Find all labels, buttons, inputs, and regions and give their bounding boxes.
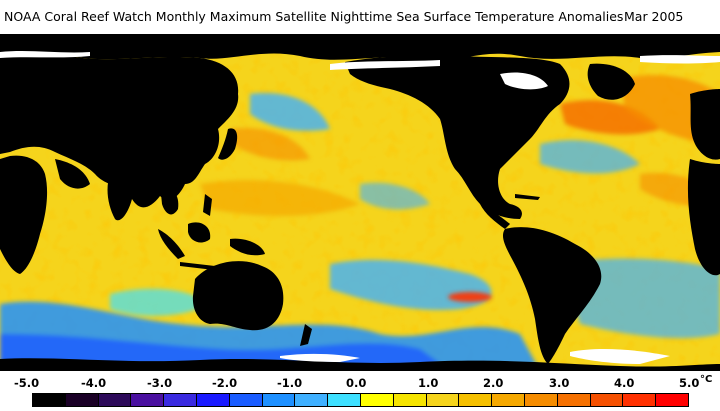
colorbar-swatch <box>523 393 558 407</box>
tropical-pacific-warm <box>200 180 360 216</box>
unit-label: °C <box>700 374 713 385</box>
tick-label: 1.0 <box>418 376 439 390</box>
central-america <box>480 204 510 229</box>
tick-label: 0.0 <box>346 376 367 390</box>
europe <box>690 89 720 160</box>
indochina <box>160 184 179 215</box>
colorbar-swatch <box>458 393 493 407</box>
tick-label: 5.0 <box>679 376 700 390</box>
weddell-ice <box>570 349 670 364</box>
sea-ice <box>0 51 720 364</box>
new-guinea <box>230 238 265 256</box>
colorbar-swatch <box>130 393 165 407</box>
new-zealand <box>300 324 312 346</box>
tick-label: -1.0 <box>277 376 303 390</box>
colorbar-swatch <box>294 393 329 407</box>
title-text: NOAA Coral Reef Watch Monthly Maximum Sa… <box>4 9 624 24</box>
colorbar-swatch <box>195 393 230 407</box>
colorbar-swatch <box>64 393 99 407</box>
colorbar-tick-labels: -5.0 -4.0 -3.0 -2.0 -1.0 0.0 1.0 2.0 3.0… <box>0 374 720 392</box>
north-atlantic-cool-patch <box>540 140 640 174</box>
tick-label: -2.0 <box>212 376 238 390</box>
colorbar-swatch <box>97 393 132 407</box>
japan <box>218 128 238 160</box>
colorbar-swatch <box>425 393 460 407</box>
colorbar-swatch <box>622 393 657 407</box>
arctic-ice-pacific <box>330 60 440 70</box>
indian-ocean-cool-patch <box>110 288 210 316</box>
colorbar-swatch <box>228 393 263 407</box>
colorbar-swatch <box>491 393 525 407</box>
arctic-ice-right <box>640 55 720 64</box>
colorbar-swatch <box>163 393 197 407</box>
arabia <box>55 159 90 189</box>
north-pacific-cool-patch <box>250 93 330 131</box>
africa <box>0 155 48 274</box>
north-america <box>345 55 570 219</box>
map-title: NOAA Coral Reef Watch Monthly Maximum Sa… <box>0 0 720 34</box>
land-masses <box>0 34 720 371</box>
colorbar-swatch <box>261 393 296 407</box>
greenland <box>587 63 635 100</box>
philippines <box>203 194 212 216</box>
colorbar-swatch <box>392 393 427 407</box>
india <box>107 174 133 221</box>
east-pacific-cool-patch <box>360 182 430 210</box>
colorbar-swatch <box>556 393 591 407</box>
title-date: Mar 2005 <box>624 9 684 24</box>
tick-label: 2.0 <box>483 376 504 390</box>
south-america <box>502 227 602 364</box>
south-pacific-hotspot <box>448 292 492 302</box>
colorbar <box>32 393 689 407</box>
tick-label: -3.0 <box>147 376 173 390</box>
africa-east-part <box>687 159 720 276</box>
tick-label: 4.0 <box>614 376 635 390</box>
sst-anomaly-map <box>0 34 720 371</box>
west-pacific-warm <box>230 128 310 161</box>
hudson-ice <box>500 72 548 90</box>
tick-label: 3.0 <box>549 376 570 390</box>
australia <box>192 261 284 331</box>
arctic-ice-left <box>0 51 90 58</box>
java <box>180 262 215 270</box>
sumatra <box>158 229 185 259</box>
ross-ice <box>280 353 360 362</box>
colorbar-swatch <box>589 393 624 407</box>
arctic-land <box>0 34 720 60</box>
cuba <box>515 194 540 200</box>
gulf-stream-warm <box>560 100 660 135</box>
colorbar-swatch <box>32 393 66 407</box>
borneo <box>188 222 211 243</box>
colorbar-swatch <box>655 393 689 407</box>
colorbar-swatch <box>359 393 394 407</box>
colorbar-swatch <box>327 393 361 407</box>
tick-label: -4.0 <box>81 376 107 390</box>
antarctica <box>0 358 720 371</box>
eurasia <box>0 54 239 208</box>
tick-label: -5.0 <box>14 376 40 390</box>
